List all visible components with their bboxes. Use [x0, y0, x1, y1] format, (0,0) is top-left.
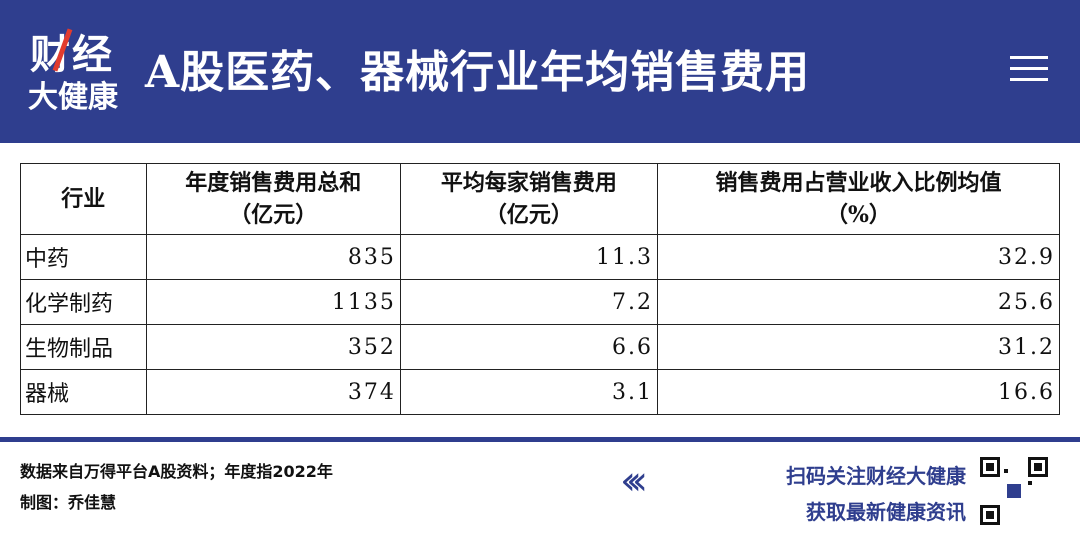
table-row: 生物制品 352 6.6 31.2 — [20, 324, 1061, 370]
cell-value: 31.2 — [656, 324, 1061, 370]
menu-icon[interactable] — [1010, 56, 1048, 89]
header-line: 销售费用占营业收入比例均值 — [715, 170, 1002, 196]
cell-value: 32.9 — [656, 234, 1061, 280]
logo-bottom: 大健康 — [28, 80, 118, 115]
table-row: 器械 374 3.1 16.6 — [20, 369, 1061, 415]
footer-rule — [0, 437, 1080, 442]
source-note: 数据来自万得平台A股资料；年度指2022年 — [20, 462, 333, 481]
cell-value: 3.1 — [399, 369, 658, 415]
cell-value: 6.6 — [399, 324, 658, 370]
header-line: 行业 — [61, 186, 106, 212]
table-row: 化学制药 1135 7.2 25.6 — [20, 279, 1061, 325]
cell-value: 1135 — [145, 279, 401, 325]
cell-industry: 中药 — [20, 234, 147, 280]
column-header: 行业 — [20, 163, 147, 235]
column-header: 年度销售费用总和 （亿元） — [145, 163, 401, 235]
qr-code[interactable] — [980, 457, 1048, 525]
table-row: 中药 835 11.3 32.9 — [20, 234, 1061, 280]
cell-value: 11.3 — [399, 234, 658, 280]
cell-industry: 生物制品 — [20, 324, 147, 370]
author-note: 制图：乔佳慧 — [20, 493, 117, 512]
header-band: 财经 大健康 A股医药、器械行业年均销售费用 — [0, 0, 1080, 143]
cell-value: 25.6 — [656, 279, 1061, 325]
cell-value: 352 — [145, 324, 401, 370]
cta-line: 扫码关注财经大健康 — [786, 464, 966, 488]
column-header: 平均每家销售费用 （亿元） — [399, 163, 658, 235]
cell-value: 374 — [145, 369, 401, 415]
cell-value: 7.2 — [399, 279, 658, 325]
header-line: （亿元） — [229, 202, 318, 228]
header-line: 年度销售费用总和 — [185, 170, 362, 196]
title: A股医药、器械行业年均销售费用 — [145, 47, 811, 98]
header-line: （亿元） — [484, 202, 573, 228]
data-table: 行业 年度销售费用总和 （亿元） 平均每家销售费用 （亿元） 销售费用占营业收入比例均值 （… — [20, 163, 1061, 415]
column-header: 销售费用占营业收入比例均值 （%） — [656, 163, 1061, 235]
cell-value: 835 — [145, 234, 401, 280]
header-line: （%） — [826, 202, 891, 228]
logo-top: 财经 — [30, 32, 114, 78]
chevrons: ‹‹‹ — [620, 458, 648, 504]
cell-industry: 化学制药 — [20, 279, 147, 325]
header-line: 平均每家销售费用 — [440, 170, 617, 196]
cell-industry: 器械 — [20, 369, 147, 415]
cell-value: 16.6 — [656, 369, 1061, 415]
cta-line: 获取最新健康资讯 — [806, 500, 966, 524]
